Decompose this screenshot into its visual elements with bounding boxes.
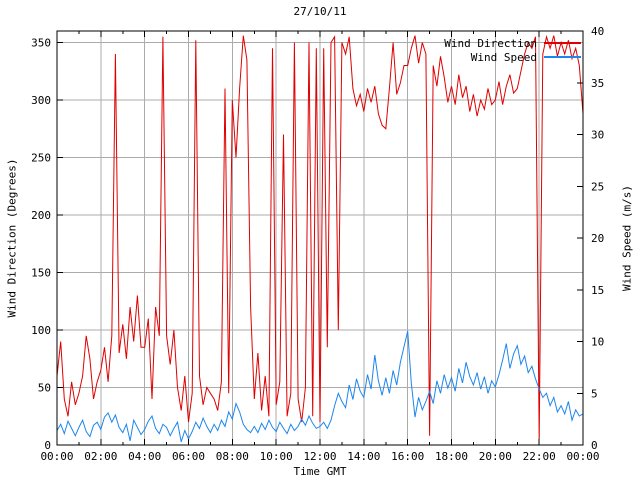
- legend-label-wind-direction: Wind Direction: [444, 36, 537, 50]
- legend-item-wind-speed: Wind Speed: [0, 50, 581, 64]
- x-tick-label: 00:00: [40, 450, 73, 463]
- x-tick-label: 08:00: [216, 450, 249, 463]
- wind-speed-line: [57, 330, 583, 443]
- y-right-tick-label: 5: [591, 387, 598, 400]
- legend: Wind Direction Wind Speed: [0, 36, 581, 64]
- y-right-tick-label: 25: [591, 180, 604, 193]
- legend-item-wind-direction: Wind Direction: [0, 36, 581, 50]
- x-tick-label: 16:00: [391, 450, 424, 463]
- y-left-tick-label: 50: [38, 382, 51, 395]
- y-left-tick-label: 0: [44, 439, 51, 452]
- y-left-tick-label: 300: [31, 94, 51, 107]
- tick-labels: 00:00 02:00 04:00 06:00 08:00 10:00 12:00 14:00…: [31, 25, 604, 463]
- chart-title: 27/10/11: [293, 5, 347, 18]
- x-tick-label: 12:00: [303, 450, 336, 463]
- x-tick-label: 22:00: [523, 450, 556, 463]
- x-axis-label: Time GMT: [293, 465, 347, 478]
- x-tick-label: 02:00: [84, 450, 117, 463]
- y-right-axis-label: Wind Speed (m/s): [620, 185, 634, 291]
- legend-label-wind-speed: Wind Speed: [470, 50, 537, 64]
- y-left-tick-label: 200: [31, 209, 51, 222]
- y-right-tick-label: 0: [591, 439, 598, 452]
- y-right-tick-label: 15: [591, 284, 604, 297]
- x-tick-label: 06:00: [172, 450, 205, 463]
- y-left-tick-label: 150: [31, 267, 51, 280]
- x-tick-label: 10:00: [260, 450, 293, 463]
- y-right-tick-label: 30: [591, 129, 604, 142]
- series-group: [57, 34, 583, 443]
- y-left-tick-label: 250: [31, 152, 51, 165]
- wind-direction-line: [57, 34, 583, 440]
- x-tick-label: 14:00: [347, 450, 380, 463]
- y-right-tick-label: 10: [591, 336, 604, 349]
- y-left-tick-label: 100: [31, 324, 51, 337]
- legend-line-sample-wind-speed: [544, 56, 581, 58]
- y-right-tick-label: 20: [591, 232, 604, 245]
- x-tick-label: 00:00: [566, 450, 599, 463]
- y-right-tick-label: 35: [591, 77, 604, 90]
- x-tick-label: 04:00: [128, 450, 161, 463]
- y-left-tick-label: 350: [31, 37, 51, 50]
- legend-line-sample-wind-direction: [544, 42, 581, 44]
- y-right-tick-label: 40: [591, 25, 604, 38]
- x-tick-label: 18:00: [435, 450, 468, 463]
- y-left-axis-label: Wind Direction (Degrees): [5, 158, 19, 318]
- axis-ticks: [56, 30, 584, 446]
- x-tick-label: 20:00: [479, 450, 512, 463]
